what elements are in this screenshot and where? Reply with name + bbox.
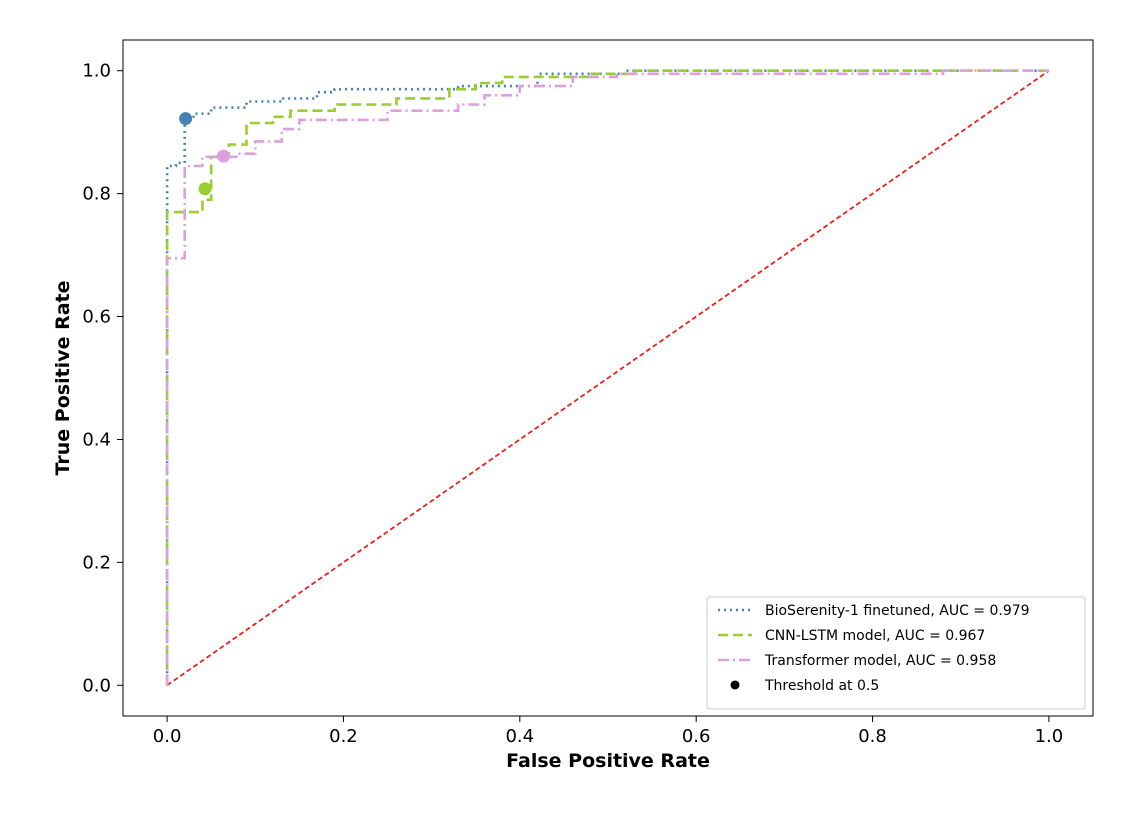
y-tick-label: 0.6 — [82, 307, 111, 328]
threshold-marker-2 — [198, 182, 212, 196]
roc-curve-series-3 — [165, 69, 1049, 686]
threshold-marker-1 — [179, 112, 193, 126]
series-layer — [165, 69, 1049, 686]
legend-threshold-swatch — [730, 680, 740, 690]
ticks-layer: 0.0 0.2 0.4 0.6 0.8 1.0 0.0 0.2 0.4 0.6 0.8 1.0 — [82, 61, 1063, 747]
x-tick-label: 0.8 — [858, 726, 887, 747]
x-axis-label: False Positive Rate — [506, 750, 710, 772]
roc-curve-series-2 — [165, 69, 1049, 686]
x-tick-label: 0.6 — [682, 726, 711, 747]
y-axis-label: True Positive Rate — [52, 281, 74, 476]
threshold-marker-3 — [217, 149, 231, 163]
legend-box — [706, 596, 1086, 710]
diagonal-reference-layer — [166, 69, 1050, 687]
y-tick-label: 0.4 — [82, 429, 111, 450]
x-tick-label: 0.2 — [329, 726, 358, 747]
legend-label-3: Transformer model, AUC = 0.958 — [764, 653, 996, 669]
legend-threshold-label: Threshold at 0.5 — [764, 678, 879, 694]
x-tick-label: 1.0 — [1035, 726, 1064, 747]
roc-curve-series-1 — [165, 69, 1049, 686]
legend-label-1: BioSerenity-1 finetuned, AUC = 0.979 — [765, 603, 1030, 619]
x-tick-label: 0.0 — [153, 726, 182, 747]
y-tick-label: 1.0 — [82, 61, 111, 82]
x-tick-label: 0.4 — [505, 726, 534, 747]
legend-label-2: CNN-LSTM model, AUC = 0.967 — [765, 628, 985, 644]
diagonal-reference-line — [166, 69, 1050, 687]
y-tick-label: 0.0 — [82, 675, 111, 696]
y-tick-label: 0.2 — [82, 552, 111, 573]
plot-frame — [122, 39, 1094, 717]
legend: BioSerenity-1 finetuned, AUC = 0.979 CNN-… — [706, 596, 1086, 710]
threshold-layer — [179, 112, 231, 196]
y-tick-label: 0.8 — [82, 184, 111, 205]
